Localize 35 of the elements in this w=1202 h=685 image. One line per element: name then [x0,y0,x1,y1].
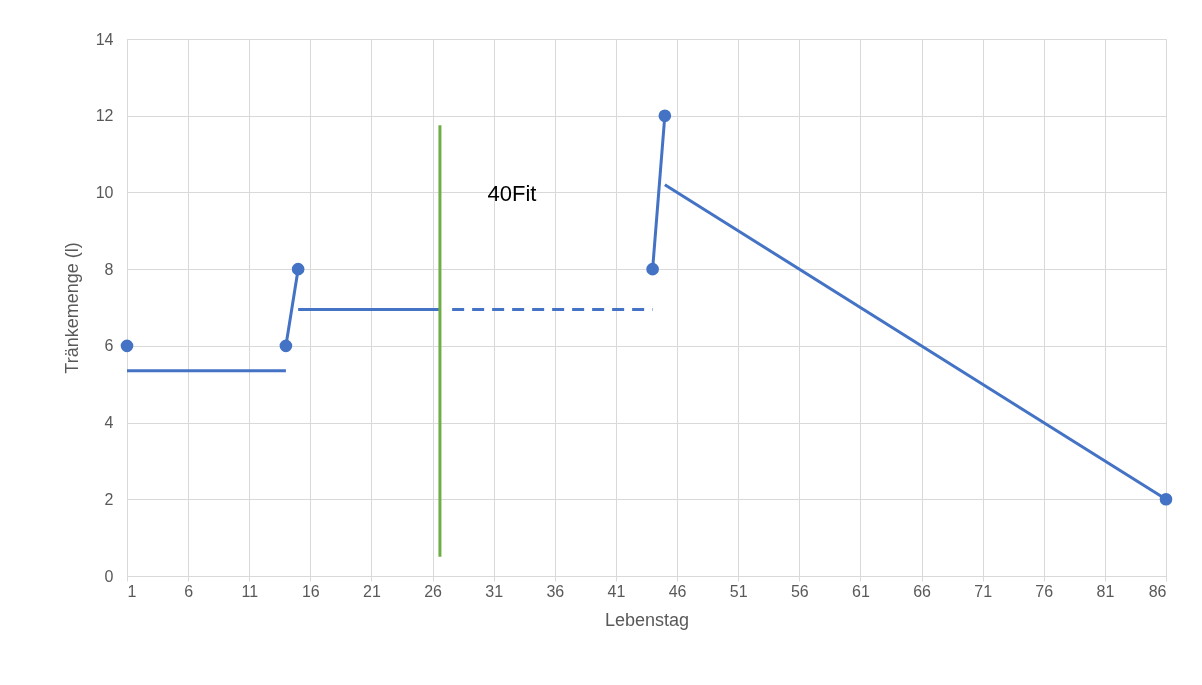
x-tick-label: 86 [1148,582,1167,600]
x-tick-label: 76 [1035,582,1054,600]
point [1159,492,1173,506]
x-tick-label: 66 [913,582,932,600]
x-tick-label: 26 [424,582,443,600]
x-tick-label: 51 [729,582,748,600]
x-tick-label: 81 [1096,582,1115,600]
x-tick-label: 71 [974,582,993,600]
y-tick-label: 8 [104,260,114,278]
point [120,339,134,353]
point [658,109,672,123]
x-tick-label: 6 [184,582,194,600]
x-tick-label: 61 [852,582,870,600]
y-tick-label: 12 [95,107,114,125]
point [279,339,293,353]
x-tick-label: 21 [363,582,381,600]
y-tick-label: 14 [95,30,114,48]
x-tick-label: 46 [668,582,687,600]
x-tick-label: 1 [127,582,137,600]
point [291,262,305,276]
point [646,262,659,276]
x-tick-label: 16 [301,582,320,600]
x-tick-label: 41 [607,582,626,600]
x-tick-label: 56 [790,582,809,600]
x-tick-label: 31 [485,582,504,600]
y-tick-label: 6 [104,337,114,355]
y-tick-label: 4 [104,414,114,432]
y-tick-label: 0 [104,567,114,585]
y-axis-title: Tränkemenge (l) [61,242,82,374]
annotation: 40Fit [487,181,537,206]
x-tick-label: 11 [241,582,259,600]
y-tick-label: 10 [95,183,114,201]
x-axis-title: Lebenstag [604,609,690,630]
x-tick-label: 36 [546,582,565,600]
y-tick-label: 2 [104,490,114,508]
